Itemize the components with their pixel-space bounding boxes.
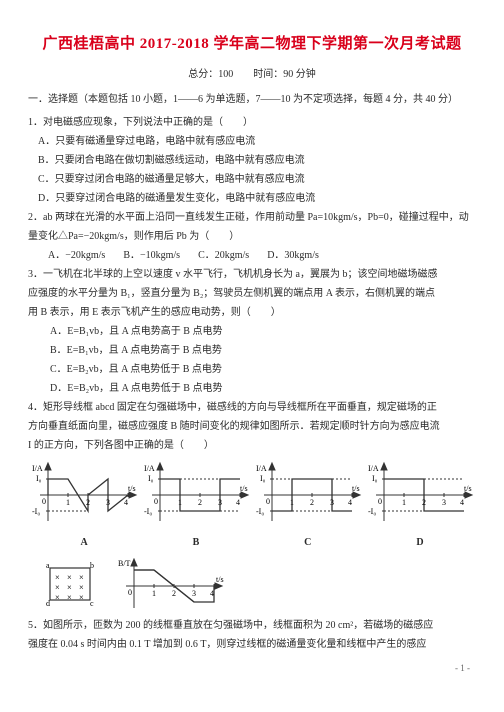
q1-b: B．只要闭合电路在做切割磁感线运动，电路中就有感应电流: [28, 151, 476, 170]
fig-rect-field: ××× ××× ××× a b d c: [40, 558, 100, 608]
q3-l2: 应强度的水平分量为 B₁，竖直分量为 B₂；驾驶员左侧机翼的端点用 A 表示，右…: [28, 284, 476, 303]
fig-c: I/A I₀ -I₀ 0 1 2 3 4 t/s: [254, 461, 362, 531]
svg-text:-I₀: -I₀: [32, 507, 40, 516]
label-b: B: [193, 533, 200, 552]
svg-text:I₀: I₀: [36, 474, 42, 483]
q2-stem: 2．ab 两球在光滑的水平面上沿同一直线发生正碰，作用前动量 Pa=10kgm/…: [28, 208, 476, 246]
svg-text:×: ×: [67, 593, 72, 602]
label-a: A: [80, 533, 87, 552]
svg-text:3: 3: [330, 498, 334, 507]
svg-text:0: 0: [378, 497, 382, 506]
q2-d: D．30kgm/s: [267, 246, 319, 265]
exam-meta: 总分：100 时间：90 分钟: [28, 65, 476, 84]
svg-text:I₀: I₀: [260, 474, 266, 483]
q4-figures: I/A I₀ -I₀ 0 1 2 3 4 t/s I/A I: [30, 461, 474, 531]
svg-text:×: ×: [79, 583, 84, 592]
svg-text:0: 0: [154, 497, 158, 506]
svg-text:×: ×: [79, 573, 84, 582]
q3-l3: 用 B 表示，用 E 表示飞机产生的感应电动势，则（ ）: [28, 303, 476, 322]
q1-stem: 1．对电磁感应现象，下列说法中正确的是（ ）: [28, 113, 476, 132]
svg-text:1: 1: [402, 498, 406, 507]
fig-b: I/A I₀ -I₀ 0 1 2 3 4 t/s: [142, 461, 250, 531]
q2-a: A．−20kgm/s: [48, 246, 105, 265]
svg-text:2: 2: [198, 498, 202, 507]
svg-text:0: 0: [128, 588, 132, 597]
svg-text:c: c: [90, 599, 94, 608]
svg-text:I₀: I₀: [148, 474, 154, 483]
svg-text:-I₀: -I₀: [368, 507, 376, 516]
fig-d: I/A I₀ -I₀ 0 1 2 3 4 t/s: [366, 461, 474, 531]
svg-text:4: 4: [210, 589, 214, 598]
page-number: - 1 -: [28, 660, 476, 677]
label-c: C: [304, 533, 311, 552]
label-d: D: [416, 533, 423, 552]
svg-text:t/s: t/s: [352, 484, 360, 493]
bottom-figures: ××× ××× ××× a b d c B/T 0 1 2 3: [40, 558, 476, 614]
fig-bt: B/T 0 1 2 3 4 t/s: [118, 558, 228, 614]
svg-text:4: 4: [236, 498, 240, 507]
svg-text:t/s: t/s: [128, 484, 136, 493]
q2-c: C．20kgm/s: [198, 246, 249, 265]
svg-text:0: 0: [266, 497, 270, 506]
fig-labels: A B C D: [28, 533, 476, 552]
svg-text:I₀: I₀: [372, 474, 378, 483]
q5-l2: 强度在 0.04 s 时间内由 0.1 T 增加到 0.6 T，则穿过线框的磁通…: [28, 635, 476, 654]
svg-text:2: 2: [310, 498, 314, 507]
q3-l1: 3．一飞机在北半球的上空以速度 v 水平飞行，飞机机身长为 a，翼展为 b；该空…: [28, 265, 476, 284]
exam-title: 广西桂梧高中 2017-2018 学年高二物理下学期第一次月考试题: [28, 30, 476, 59]
svg-text:×: ×: [55, 583, 60, 592]
svg-text:2: 2: [422, 498, 426, 507]
svg-text:I/A: I/A: [368, 464, 379, 473]
svg-text:a: a: [46, 561, 50, 570]
svg-text:-I₀: -I₀: [256, 507, 264, 516]
q2-b: B．−10kgm/s: [123, 246, 180, 265]
svg-text:1: 1: [66, 498, 70, 507]
svg-text:I/A: I/A: [144, 464, 155, 473]
svg-text:×: ×: [55, 573, 60, 582]
svg-text:2: 2: [172, 589, 176, 598]
section-a: 一．选择题（本题包括 10 小题，1——6 为单选题，7——10 为不定项选择，…: [28, 90, 476, 109]
q4-l1: 4．矩形导线框 abcd 固定在匀强磁场中，磁感线的方向与导线框所在平面垂直，规…: [28, 398, 476, 417]
q4-l3: I 的正方向，下列各图中正确的是（ ）: [28, 436, 476, 455]
svg-text:3: 3: [192, 589, 196, 598]
svg-text:0: 0: [42, 497, 46, 506]
svg-text:1: 1: [290, 498, 294, 507]
svg-text:-I₀: -I₀: [144, 507, 152, 516]
svg-text:d: d: [46, 599, 50, 608]
q3-c: C．E=B₂vb，且 A 点电势低于 B 点电势: [50, 360, 246, 379]
svg-text:4: 4: [460, 498, 464, 507]
q2-choices: A．−20kgm/s B．−10kgm/s C．20kgm/s D．30kgm/…: [48, 246, 476, 265]
svg-text:4: 4: [124, 498, 128, 507]
q3-d: D．E=B₂vb，且 A 点电势低于 B 点电势: [50, 379, 246, 398]
svg-text:1: 1: [178, 498, 182, 507]
svg-text:t/s: t/s: [240, 484, 248, 493]
svg-text:B/T: B/T: [118, 559, 131, 568]
svg-text:t/s: t/s: [216, 575, 224, 584]
svg-text:1: 1: [152, 589, 156, 598]
svg-text:I/A: I/A: [256, 464, 267, 473]
q3-a: A．E=B₁vb，且 A 点电势高于 B 点电势: [50, 322, 246, 341]
svg-text:×: ×: [67, 583, 72, 592]
svg-text:4: 4: [348, 498, 352, 507]
svg-text:b: b: [90, 561, 94, 570]
q1-d: D．只要穿过闭合电路的磁通量发生变化，电路中就有感应电流: [28, 189, 476, 208]
svg-text:t/s: t/s: [464, 484, 472, 493]
svg-text:I/A: I/A: [32, 464, 43, 473]
svg-text:×: ×: [79, 593, 84, 602]
fig-a: I/A I₀ -I₀ 0 1 2 3 4 t/s: [30, 461, 138, 531]
svg-text:3: 3: [442, 498, 446, 507]
svg-text:×: ×: [55, 593, 60, 602]
svg-text:×: ×: [67, 573, 72, 582]
svg-text:3: 3: [218, 498, 222, 507]
svg-text:2: 2: [86, 498, 90, 507]
svg-text:3: 3: [106, 498, 110, 507]
q1-a: A．只要有磁通量穿过电路，电路中就有感应电流: [28, 132, 476, 151]
q3-b: B．E=B₁vb，且 A 点电势高于 B 点电势: [50, 341, 246, 360]
q4-l2: 方向垂直纸面向里，磁感应强度 B 随时间变化的规律如图所示．若规定顺时针方向为感…: [28, 417, 476, 436]
q1-c: C．只要穿过闭合电路的磁通量足够大，电路中就有感应电流: [28, 170, 476, 189]
q5-l1: 5．如图所示，匝数为 200 的线框垂直放在匀强磁场中，线框面积为 20 cm²…: [28, 616, 476, 635]
